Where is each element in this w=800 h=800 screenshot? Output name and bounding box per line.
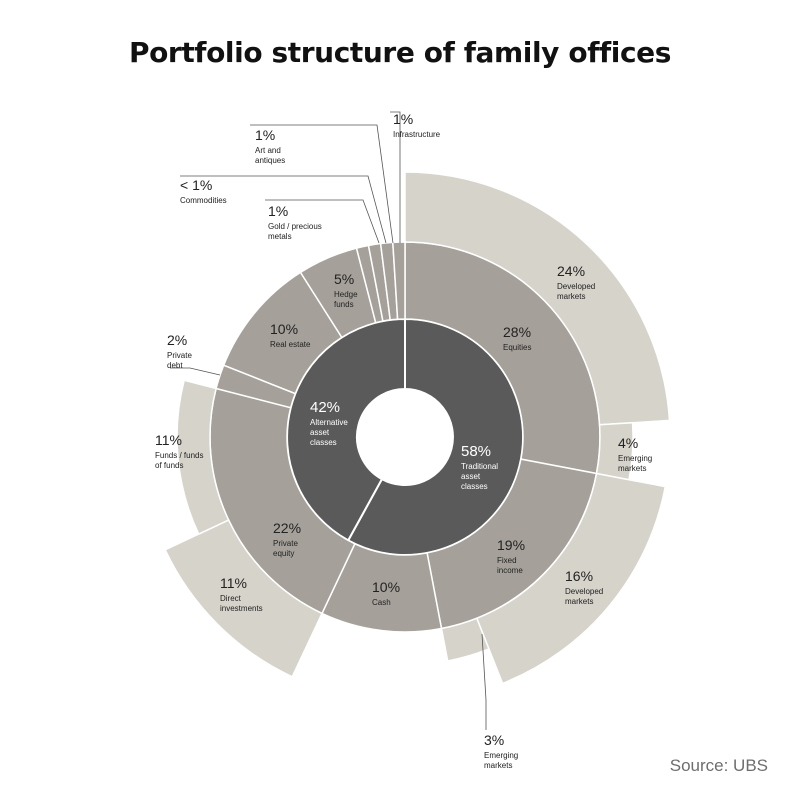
outer-label-1-name-line: markets (618, 464, 646, 473)
middle-label-1-name-line: income (497, 566, 523, 575)
outer-label-0-name-line: markets (557, 292, 585, 301)
middle-label-1-pct: 19% (497, 537, 525, 553)
middle-label-1-name-line: Fixed (497, 556, 517, 565)
middle-label-5-name-line: Real estate (270, 340, 311, 349)
leader-line-4 (170, 367, 221, 376)
middle-label-8-pct: < 1% (180, 177, 212, 193)
inner-traditional-pct: 58% (461, 443, 491, 460)
middle-label-9-pct: 1% (255, 127, 275, 143)
leader-line-2 (180, 175, 387, 244)
middle-label-8-name-line: Commodities (180, 196, 227, 205)
middle-label-3-name-line: equity (273, 549, 294, 558)
middle-label-0-label: 28% Equities (503, 324, 531, 352)
middle-label-10-name-line: Infrastructure (393, 130, 441, 139)
middle-label-5-pct: 10% (270, 321, 298, 337)
middle-label-3-pct: 22% (273, 520, 301, 536)
outer-label-0-name-line: Developed (557, 282, 595, 291)
middle-label-6-name-line: Hedge (334, 290, 358, 299)
middle-label-3-name-line: Private (273, 539, 298, 548)
outer-label-5-pct: 11% (155, 432, 182, 448)
middle-label-8-label: < 1% Commodities (180, 177, 227, 205)
inner-alternative-name-line: classes (310, 438, 337, 447)
middle-label-2-label: 10% Cash (372, 579, 400, 607)
middle-label-4-name-line: Private (167, 351, 192, 360)
middle-label-7-name-line: Gold / precious (268, 222, 322, 231)
middle-label-6-name-line: funds (334, 300, 354, 309)
chart-title: Portfolio structure of family offices (128, 36, 672, 69)
outer-label-4-name-line: Direct (220, 594, 242, 603)
middle-label-4-name-line: debt (167, 361, 183, 370)
outer-label-2-pct: 16% (565, 568, 593, 584)
middle-label-10-pct: 1% (393, 111, 413, 127)
inner-traditional-name-line: Traditional (461, 462, 498, 471)
middle-label-5-label: 10% Real estate (270, 321, 311, 349)
outer-label-1-name-line: Emerging (618, 454, 652, 463)
outer-label-3-name-line: Emerging (484, 751, 518, 760)
middle-label-7-name-line: metals (268, 232, 292, 241)
middle-segment-10 (392, 241, 406, 320)
middle-label-9-name-line: antiques (255, 156, 285, 165)
leader-line-3 (265, 199, 380, 244)
outer-label-3-pct: 3% (484, 732, 504, 748)
source-label: Source: UBS (669, 756, 768, 775)
middle-label-2-name-line: Cash (372, 598, 391, 607)
outer-segment-2 (475, 472, 667, 685)
middle-label-6-pct: 5% (334, 271, 354, 287)
outer-label-0-pct: 24% (557, 263, 585, 279)
leader-line-5 (481, 633, 487, 730)
outer-label-3-name-line: markets (484, 761, 512, 770)
middle-label-2-pct: 10% (372, 579, 400, 595)
inner-alternative-pct: 42% (310, 399, 340, 416)
middle-label-7-pct: 1% (268, 203, 288, 219)
leader-line-0 (390, 111, 401, 243)
outer-label-5-name-line: Funds / funds (155, 451, 203, 460)
outer-label-2-name-line: markets (565, 597, 593, 606)
outer-segment-4 (164, 519, 323, 678)
outer-segment-5 (176, 379, 230, 536)
inner-alternative-name-line: Alternative (310, 418, 348, 427)
outer-label-5-name-line: of funds (155, 461, 183, 470)
inner-traditional-name-line: classes (461, 482, 488, 491)
middle-label-4-pct: 2% (167, 332, 187, 348)
middle-label-10-label: 1% Infrastructure (393, 111, 441, 139)
leader-line-1 (250, 124, 394, 244)
middle-label-9-name-line: Art and (255, 146, 281, 155)
outer-label-2-name-line: Developed (565, 587, 603, 596)
inner-alternative-name-line: asset (310, 428, 330, 437)
outer-label-1-pct: 4% (618, 435, 638, 451)
middle-label-0-pct: 28% (503, 324, 531, 340)
outer-label-4-pct: 11% (220, 575, 247, 591)
inner-traditional-name-line: asset (461, 472, 481, 481)
middle-label-0-name-line: Equities (503, 343, 531, 352)
outer-segment-3 (440, 617, 490, 662)
outer-segment-0 (404, 171, 671, 426)
outer-label-4-name-line: investments (220, 604, 263, 613)
